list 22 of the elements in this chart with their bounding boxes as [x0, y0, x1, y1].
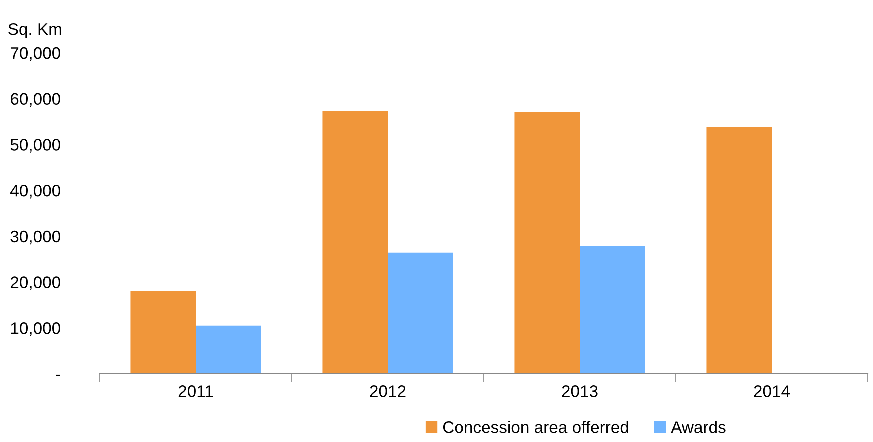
- y-axis-title: Sq. Km: [8, 23, 62, 39]
- y-tick-label: 40,000: [10, 184, 60, 199]
- bar: [196, 326, 262, 374]
- legend-label: Awards: [671, 421, 726, 434]
- y-tick-label: -: [56, 374, 60, 376]
- bar: [130, 291, 196, 374]
- bar: [706, 127, 772, 374]
- bar: [322, 111, 388, 374]
- y-tick-label: 10,000: [11, 322, 60, 336]
- bar: [514, 112, 580, 374]
- y-tick-label: 50,000: [10, 139, 60, 153]
- legend-label: Concession area offerred: [443, 421, 628, 434]
- bar: [580, 246, 646, 374]
- y-tick-label: 70,000: [10, 47, 60, 62]
- y-tick-label: 30,000: [10, 230, 60, 245]
- y-tick-label: 60,000: [10, 93, 60, 108]
- x-tick-label: 2013: [562, 386, 598, 398]
- x-tick-label: 2014: [754, 386, 790, 398]
- y-tick-label: 20,000: [10, 276, 60, 290]
- bar: [388, 252, 454, 374]
- x-tick-label: 2012: [370, 386, 406, 398]
- x-tick-label: 2011: [178, 386, 214, 398]
